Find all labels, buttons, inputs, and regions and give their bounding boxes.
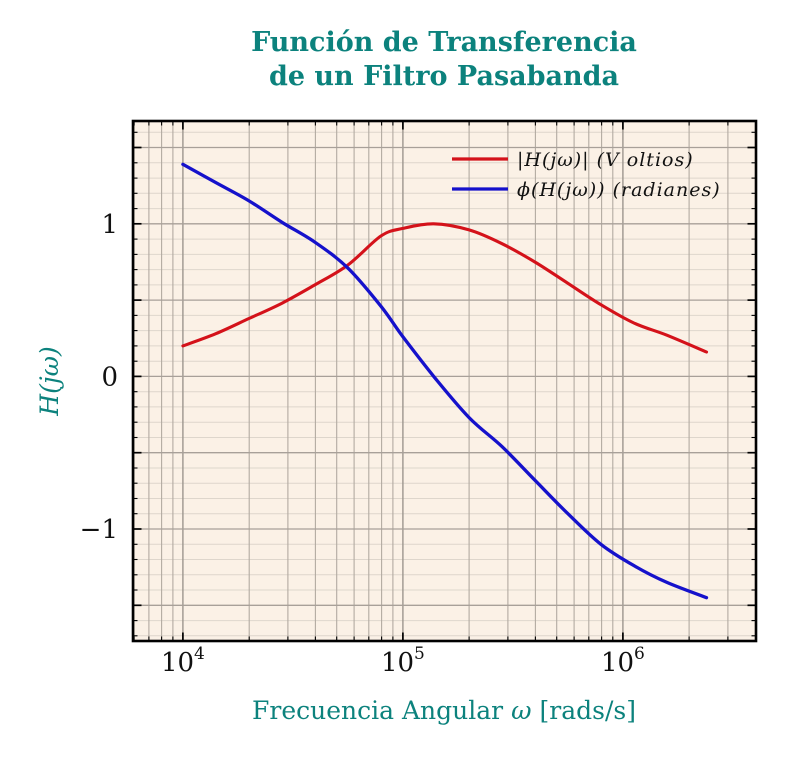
legend-phase-label: ϕ(H(jω)) (radianes) [517, 179, 721, 201]
legend-magnitude-label: |H(jω)| (V oltios) [517, 149, 694, 171]
x-tick-label: 105 [381, 644, 425, 678]
x-tick-label: 106 [601, 644, 645, 678]
grid-minor-lines [133, 131, 756, 637]
plot-frame [131, 119, 758, 643]
y-tick-label: 1 [101, 210, 118, 240]
chart-title-line1: Función de Transferencia [251, 27, 637, 58]
chart-title: Función de Transferencia de un Filtro Pa… [94, 26, 794, 94]
x-tick-label: 104 [161, 644, 205, 678]
plot-area [133, 121, 756, 641]
y-tick-label: −1 [80, 515, 118, 545]
chart-title-line2: de un Filtro Pasabanda [268, 61, 620, 92]
phase-curve [181, 162, 709, 600]
y-tick-labels: 1 0 −1 [80, 210, 118, 545]
x-axis-title: Frecuencia Angular ω [rads/s] [252, 696, 636, 725]
magnitude-curve [181, 222, 709, 354]
y-axis-title: H(jω) [35, 346, 64, 416]
y-tick-label: 0 [101, 362, 118, 392]
legend: |H(jω)| (V oltios) ϕ(H(jω)) (radianes) [452, 149, 721, 201]
x-tick-labels: 104 105 106 [161, 644, 645, 678]
